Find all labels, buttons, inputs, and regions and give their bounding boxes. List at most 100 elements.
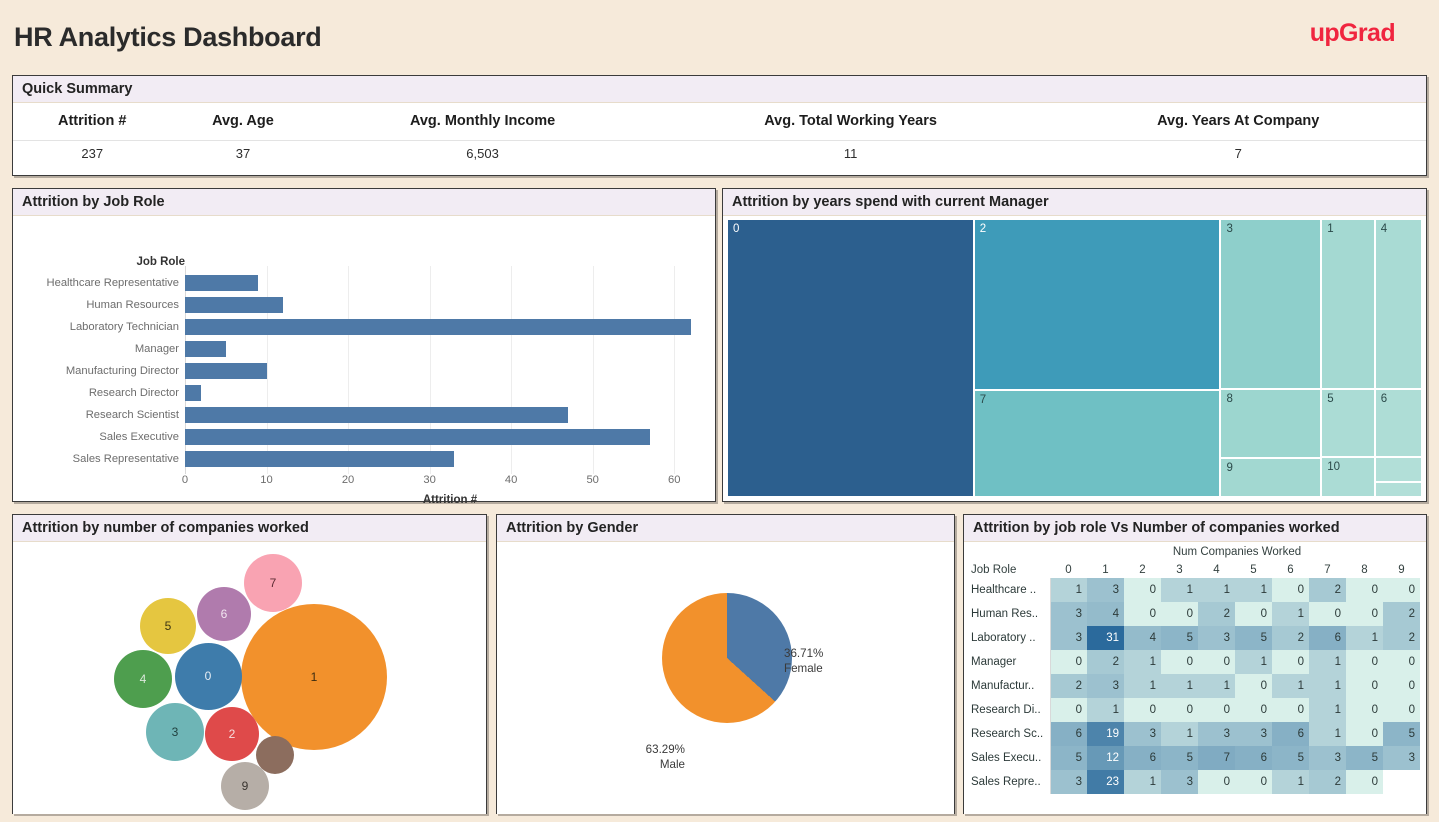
bar-fill[interactable] [185, 451, 455, 467]
heatmap-cell[interactable]: 0 [1235, 770, 1272, 794]
heatmap-cell[interactable]: 6 [1309, 626, 1346, 650]
heatmap-cell[interactable]: 1 [1198, 674, 1235, 698]
heatmap-cell[interactable]: 1 [1309, 650, 1346, 674]
bubble[interactable]: 3 [146, 703, 204, 761]
heatmap-cell[interactable]: 0 [1272, 650, 1309, 674]
heatmap-cell[interactable]: 2 [1309, 770, 1346, 794]
bar-row[interactable]: Sales Executive [13, 426, 715, 448]
heatmap-cell[interactable]: 1 [1124, 650, 1161, 674]
heatmap-cell[interactable]: 1 [1050, 578, 1087, 602]
heatmap-cell[interactable]: 6 [1050, 722, 1087, 746]
treemap-cell[interactable]: 0 [727, 219, 974, 497]
bar-row[interactable]: Manufacturing Director [13, 360, 715, 382]
heatmap-cell[interactable]: 5 [1050, 746, 1087, 770]
bubble[interactable]: 9 [221, 762, 269, 810]
heatmap-cell[interactable]: 1 [1161, 722, 1198, 746]
bubble[interactable]: 5 [140, 598, 196, 654]
heatmap-cell[interactable]: 1 [1087, 698, 1124, 722]
heatmap-cell[interactable]: 23 [1087, 770, 1124, 794]
treemap-cell[interactable]: 2 [973, 219, 1221, 390]
treemap-cell[interactable]: 3 [1220, 219, 1322, 389]
heatmap-cell[interactable]: 0 [1346, 770, 1383, 794]
heatmap-cell[interactable]: 0 [1161, 698, 1198, 722]
heatmap-cell[interactable]: 0 [1198, 770, 1235, 794]
bar-row[interactable]: Research Director [13, 382, 715, 404]
heatmap-cell[interactable]: 1 [1124, 770, 1161, 794]
heatmap-cell[interactable]: 3 [1383, 746, 1420, 770]
bar-fill[interactable] [185, 363, 267, 379]
heatmap-cell[interactable]: 0 [1124, 698, 1161, 722]
heatmap-cell[interactable]: 1 [1235, 650, 1272, 674]
heatmap-cell[interactable]: 0 [1309, 602, 1346, 626]
heatmap-cell[interactable]: 0 [1161, 650, 1198, 674]
heatmap-chart[interactable]: Num Companies Worked Job Role 0 1 2 3 4 5 6 7 8 9 … [964, 542, 1426, 814]
heatmap-cell[interactable]: 4 [1124, 626, 1161, 650]
heatmap-cell[interactable]: 5 [1272, 746, 1309, 770]
heatmap-cell[interactable]: 3 [1235, 722, 1272, 746]
heatmap-cell[interactable]: 3 [1309, 746, 1346, 770]
heatmap-cell[interactable]: 2 [1383, 626, 1420, 650]
heatmap-cell[interactable]: 1 [1346, 626, 1383, 650]
treemap-cell[interactable]: 8 [1220, 388, 1322, 459]
treemap-cell[interactable]: 1 [1321, 219, 1375, 389]
bar-fill[interactable] [185, 341, 226, 357]
bubble[interactable]: 1 [241, 604, 387, 750]
bubble[interactable]: 2 [205, 707, 259, 761]
bar-fill[interactable] [185, 407, 569, 423]
heatmap-cell[interactable]: 0 [1383, 674, 1420, 698]
bubble[interactable]: 7 [244, 554, 302, 612]
heatmap-cell[interactable]: 0 [1198, 650, 1235, 674]
heatmap-cell[interactable]: 1 [1272, 674, 1309, 698]
bar-row[interactable]: Sales Representative [13, 448, 715, 470]
heatmap-cell[interactable]: 1 [1235, 578, 1272, 602]
treemap-cell[interactable]: 5 [1321, 388, 1375, 457]
bubble[interactable] [256, 736, 294, 774]
heatmap-cell[interactable]: 1 [1272, 602, 1309, 626]
heatmap-cell[interactable]: 1 [1272, 770, 1309, 794]
heatmap-cell[interactable]: 5 [1235, 626, 1272, 650]
heatmap-cell[interactable]: 6 [1124, 746, 1161, 770]
heatmap-cell[interactable]: 0 [1124, 602, 1161, 626]
heatmap-cell[interactable]: 5 [1383, 722, 1420, 746]
heatmap-cell[interactable]: 0 [1235, 698, 1272, 722]
heatmap-cell[interactable]: 5 [1161, 626, 1198, 650]
heatmap-cell[interactable]: 3 [1198, 626, 1235, 650]
bar-fill[interactable] [185, 385, 202, 401]
job-role-chart[interactable]: Job Role Healthcare Representative Human … [13, 216, 715, 506]
treemap-cell[interactable]: 4 [1374, 219, 1422, 389]
heatmap-cell[interactable]: 3 [1050, 770, 1087, 794]
heatmap-cell[interactable]: 0 [1346, 722, 1383, 746]
treemap-cell[interactable]: 9 [1220, 458, 1322, 497]
heatmap-cell[interactable]: 2 [1272, 626, 1309, 650]
heatmap-cell[interactable]: 0 [1161, 602, 1198, 626]
treemap-cell[interactable] [1374, 481, 1422, 497]
heatmap-cell[interactable]: 3 [1050, 626, 1087, 650]
gender-pie-chart[interactable]: 36.71% Female 63.29% Male [497, 542, 954, 814]
heatmap-cell[interactable]: 1 [1124, 674, 1161, 698]
heatmap-cell[interactable]: 3 [1198, 722, 1235, 746]
heatmap-cell[interactable]: 5 [1161, 746, 1198, 770]
heatmap-cell[interactable]: 1 [1198, 578, 1235, 602]
heatmap-cell[interactable]: 2 [1309, 578, 1346, 602]
treemap-cell[interactable]: 7 [973, 389, 1221, 497]
heatmap-cell[interactable]: 1 [1161, 674, 1198, 698]
heatmap-cell[interactable]: 2 [1383, 602, 1420, 626]
treemap-cell[interactable] [1374, 456, 1422, 482]
heatmap-cell[interactable]: 12 [1087, 746, 1124, 770]
heatmap-cell[interactable]: 5 [1346, 746, 1383, 770]
heatmap-cell[interactable]: 6 [1235, 746, 1272, 770]
heatmap-cell[interactable]: 2 [1198, 602, 1235, 626]
heatmap-cell[interactable]: 0 [1346, 650, 1383, 674]
heatmap-cell[interactable]: 31 [1087, 626, 1124, 650]
heatmap-cell[interactable]: 0 [1198, 698, 1235, 722]
bar-row[interactable]: Human Resources [13, 294, 715, 316]
bar-fill[interactable] [185, 275, 259, 291]
heatmap-cell[interactable]: 0 [1272, 578, 1309, 602]
heatmap-cell[interactable]: 6 [1272, 722, 1309, 746]
heatmap-cell[interactable] [1383, 770, 1420, 794]
heatmap-cell[interactable]: 4 [1087, 602, 1124, 626]
bar-fill[interactable] [185, 319, 691, 335]
heatmap-cell[interactable]: 0 [1383, 698, 1420, 722]
heatmap-cell[interactable]: 3 [1124, 722, 1161, 746]
